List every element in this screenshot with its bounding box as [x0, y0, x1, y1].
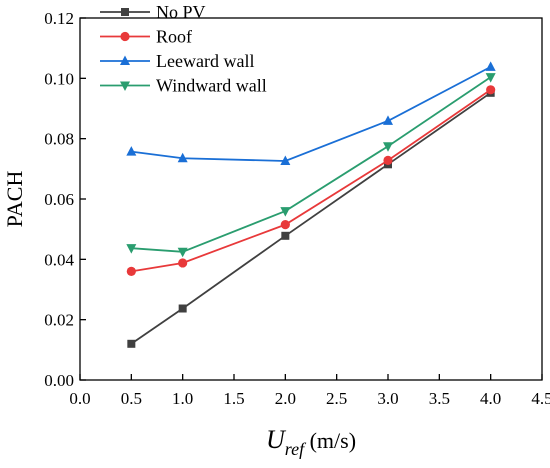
y-tick-label: 0.12: [44, 9, 74, 28]
data-point: [280, 155, 291, 165]
data-point: [177, 152, 188, 163]
legend-item: No PV: [100, 2, 206, 22]
data-point: [383, 142, 393, 152]
x-tick-label: 4.5: [531, 389, 550, 408]
x-tick-label: 2.0: [275, 389, 296, 408]
x-tick-label: 0.5: [121, 389, 142, 408]
data-point: [280, 220, 290, 230]
y-tick-label: 0.06: [44, 190, 74, 209]
y-axis: 0.00 0.02 0.04 0.06 0.08 0.10 0.12: [44, 9, 86, 390]
x-axis-title-unit: (m/s): [304, 428, 356, 453]
x-axis-title-symbol: U: [266, 425, 287, 454]
y-tick-label: 0.08: [44, 130, 74, 149]
x-axis-title: Uref (m/s): [266, 425, 356, 459]
x-tick-label: 3.5: [429, 389, 450, 408]
y-tick-label: 0.00: [44, 371, 74, 390]
legend-item: Windward wall: [100, 76, 267, 96]
legend-label: Leeward wall: [156, 51, 254, 71]
legend-label: Windward wall: [156, 76, 267, 96]
y-axis-title: PACH: [2, 171, 27, 228]
series-line: [131, 89, 492, 273]
data-point: [485, 73, 496, 83]
legend-marker: [120, 55, 130, 65]
series-layer: [126, 61, 496, 348]
legend-marker: [120, 81, 130, 91]
x-tick-label: 1.0: [172, 389, 193, 408]
data-point: [178, 258, 188, 268]
series-leeward-wall: [126, 61, 496, 165]
x-tick-label: 1.5: [223, 389, 244, 408]
series-line: [131, 76, 492, 253]
legend-marker: [120, 31, 130, 42]
legend-label: No PV: [156, 2, 206, 22]
legend-label: Roof: [156, 27, 192, 47]
x-tick-label: 2.5: [326, 389, 347, 408]
data-point: [280, 207, 291, 217]
x-tick-label: 4.0: [480, 389, 501, 408]
data-point: [126, 266, 136, 276]
data-point: [178, 304, 187, 313]
data-point: [383, 155, 393, 165]
y-tick-label: 0.10: [44, 69, 74, 88]
plot-frame: [79, 17, 543, 381]
data-point: [126, 146, 137, 156]
legend-item: Leeward wall: [100, 51, 254, 71]
x-tick-label: 0.0: [69, 389, 90, 408]
x-tick-label: 3.0: [377, 389, 398, 408]
legend: No PV Roof Leeward wall Windward wall: [100, 2, 267, 96]
data-point: [281, 231, 290, 240]
data-point: [177, 247, 188, 258]
series-windward-wall: [126, 73, 496, 258]
series-no-pv: [127, 88, 495, 348]
data-point: [486, 85, 496, 95]
data-point: [383, 115, 393, 125]
data-point: [485, 61, 496, 71]
y-tick-label: 0.02: [44, 311, 74, 330]
data-point: [126, 244, 137, 254]
x-axis-title-subscript: ref: [285, 439, 307, 459]
x-axis: 0.0 0.5 1.0 1.5 2.0 2.5 3.0 3.5 4.0 4.5: [69, 374, 550, 408]
legend-item: Roof: [100, 27, 192, 47]
data-point: [127, 339, 136, 348]
y-tick-label: 0.04: [44, 250, 74, 269]
legend-marker: [121, 8, 129, 16]
series-roof: [126, 85, 496, 276]
